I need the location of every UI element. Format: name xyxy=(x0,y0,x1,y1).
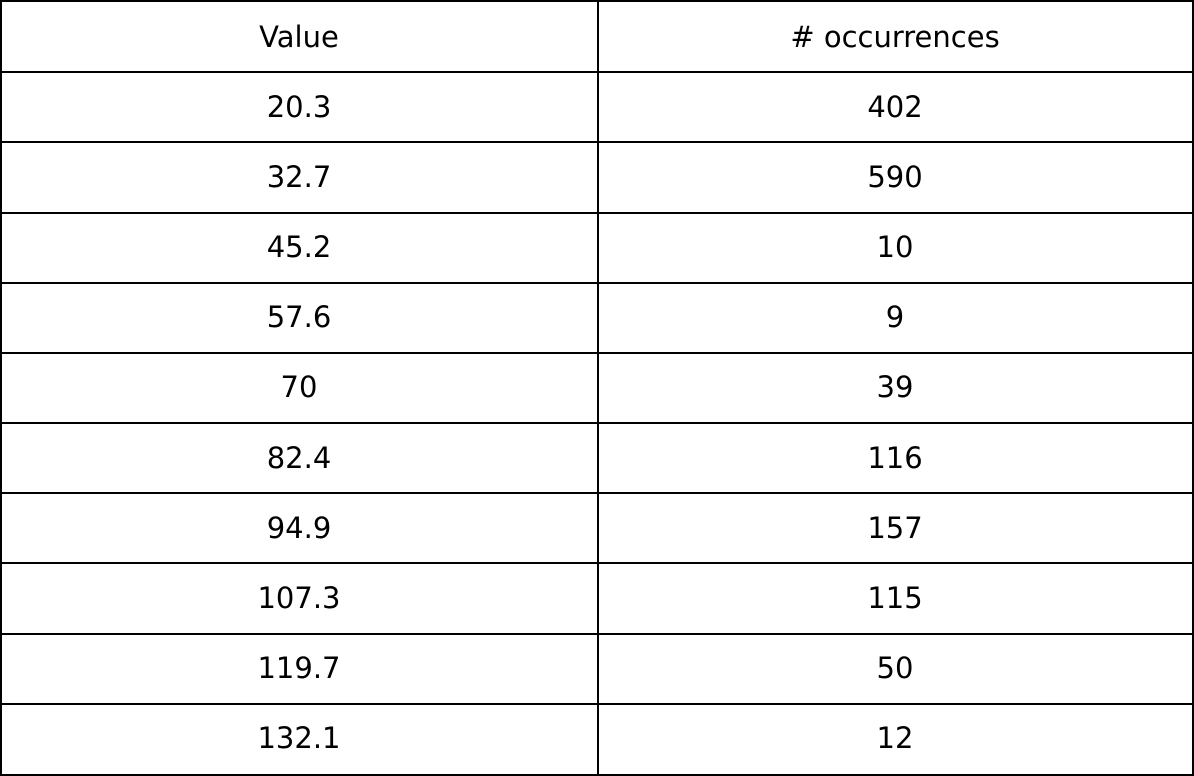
row-divider xyxy=(2,281,1192,284)
table-row: 45.2 10 xyxy=(2,213,1192,283)
row-divider xyxy=(2,632,1192,635)
table-cell: 50 xyxy=(876,651,914,686)
table-cell: 157 xyxy=(867,510,923,545)
table-cell: 590 xyxy=(867,159,923,194)
table-row: 107.3 115 xyxy=(2,563,1192,633)
table-cell: 9 xyxy=(885,300,905,335)
table-row: 132.1 12 xyxy=(2,704,1192,774)
table-cell: 70 xyxy=(280,370,318,405)
table-cell: 12 xyxy=(876,721,914,756)
table-row: 82.4 116 xyxy=(2,423,1192,493)
row-divider xyxy=(2,492,1192,495)
table-cell: 132.1 xyxy=(257,721,341,756)
table-cell: 20.3 xyxy=(266,89,332,124)
table-cell: 10 xyxy=(876,230,914,265)
table-row: 70 39 xyxy=(2,353,1192,423)
table-row: 32.7 590 xyxy=(2,142,1192,212)
header-row: Value # occurrences xyxy=(2,2,1192,72)
row-divider xyxy=(2,351,1192,354)
row-divider xyxy=(2,562,1192,565)
table-cell: 115 xyxy=(867,581,923,616)
column-header: # occurrences xyxy=(790,19,1000,54)
table-cell: 32.7 xyxy=(266,159,332,194)
column-divider xyxy=(597,2,599,774)
table-cell: 94.9 xyxy=(266,510,332,545)
table-row: 119.7 50 xyxy=(2,634,1192,704)
table-row: 57.6 9 xyxy=(2,283,1192,353)
table-cell: 57.6 xyxy=(266,300,332,335)
row-divider xyxy=(2,71,1192,74)
row-divider xyxy=(2,702,1192,705)
row-divider xyxy=(2,141,1192,144)
row-divider xyxy=(2,422,1192,425)
table-cell: 45.2 xyxy=(266,230,332,265)
table-row: 94.9 157 xyxy=(2,493,1192,563)
table-cell: 119.7 xyxy=(257,651,341,686)
table-row: 20.3 402 xyxy=(2,72,1192,142)
table-cell: 116 xyxy=(867,440,923,475)
row-divider xyxy=(2,211,1192,214)
table-cell: 39 xyxy=(876,370,914,405)
table-cell: 402 xyxy=(867,89,923,124)
column-header: Value xyxy=(259,19,339,54)
table-cell: 82.4 xyxy=(266,440,332,475)
table-cell: 107.3 xyxy=(257,581,341,616)
